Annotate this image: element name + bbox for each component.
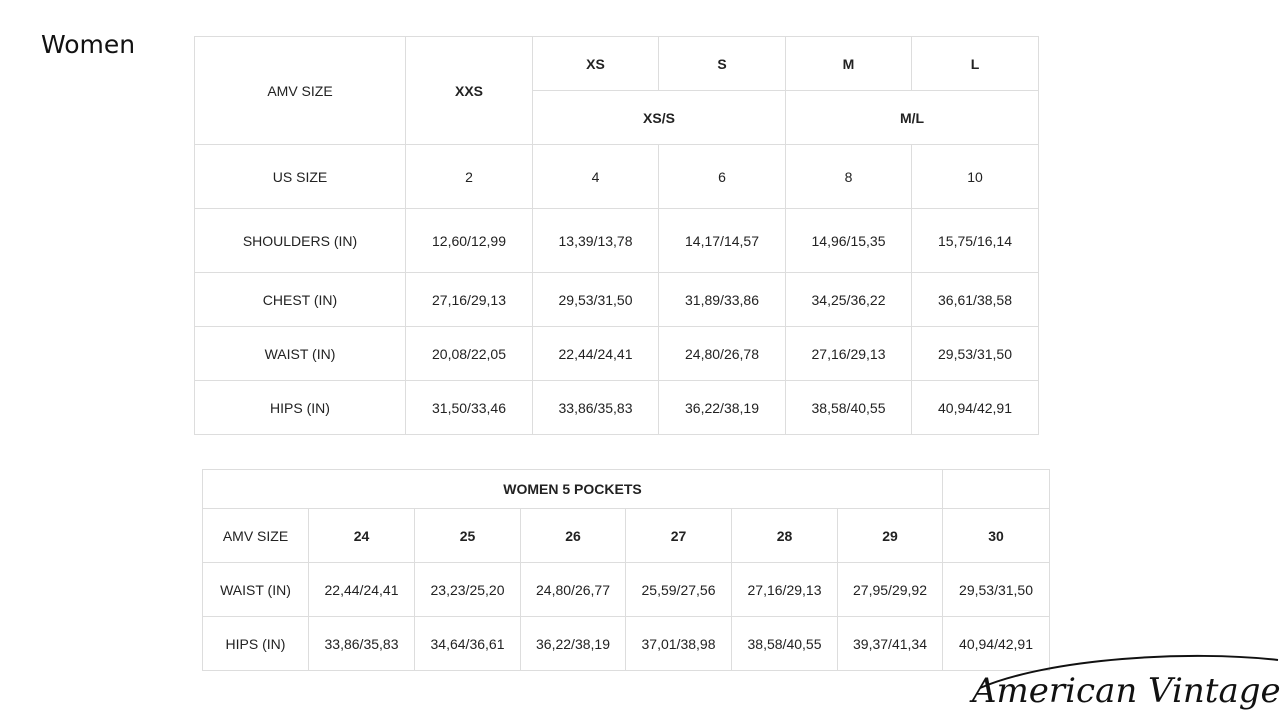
cell: 13,39/13,78: [532, 208, 659, 273]
cell: 23,23/25,20: [414, 562, 521, 617]
cell: 29,53/31,50: [532, 272, 659, 327]
amv-size-s: S: [658, 36, 786, 91]
cell: 12,60/12,99: [405, 208, 533, 273]
pockets-table-title: WOMEN 5 POCKETS: [201, 469, 944, 509]
logo-text: American Vintage: [969, 671, 1280, 711]
table-row: WAIST (IN) 20,08/22,05 22,44/24,41 24,80…: [194, 326, 1039, 381]
us-size: 10: [911, 144, 1039, 209]
cell: 24,80/26,78: [658, 326, 786, 381]
women-size-table: AMV SIZE XXS XS S M L XS/S M/L US SIZE 2…: [194, 36, 1039, 435]
cell: 31,89/33,86: [658, 272, 786, 327]
empty-cell: [942, 469, 1051, 509]
cell: 38,58/40,55: [731, 616, 838, 671]
amv-size-label: AMV SIZE: [194, 36, 406, 145]
size: 29: [836, 508, 944, 563]
cell: 34,25/36,22: [785, 272, 912, 327]
size: 26: [520, 508, 626, 563]
cell: 36,22/38,19: [658, 380, 786, 435]
cell: 25,59/27,56: [625, 562, 732, 617]
cell: 29,53/31,50: [942, 562, 1051, 617]
cell: 40,94/42,91: [942, 616, 1051, 671]
size: 27: [625, 508, 732, 563]
cell: 38,58/40,55: [785, 380, 912, 435]
women-5-pockets-table: WOMEN 5 POCKETS AMV SIZE 24 25 26 27 28 …: [201, 469, 1051, 671]
page-title: Women: [41, 30, 136, 59]
size: 24: [308, 508, 415, 563]
size: 30: [942, 508, 1051, 563]
us-size-label: US SIZE: [194, 144, 406, 209]
amv-size-m: M: [785, 36, 912, 91]
american-vintage-logo: American Vintage: [969, 654, 1280, 711]
us-size: 8: [785, 144, 912, 209]
us-size: 4: [532, 144, 659, 209]
row-label: HIPS (IN): [194, 380, 406, 435]
row-label: WAIST (IN): [202, 562, 309, 617]
us-size: 2: [405, 144, 533, 209]
amv-size-xxs: XXS: [405, 36, 533, 145]
cell: 27,16/29,13: [405, 272, 533, 327]
size: 28: [731, 508, 838, 563]
cell: 20,08/22,05: [405, 326, 533, 381]
cell: 27,16/29,13: [731, 562, 838, 617]
row-label: CHEST (IN): [194, 272, 406, 327]
row-label: SHOULDERS (IN): [194, 208, 406, 273]
cell: 34,64/36,61: [414, 616, 521, 671]
cell: 37,01/38,98: [625, 616, 732, 671]
grouped-size-xs-s: XS/S: [532, 90, 786, 145]
cell: 14,96/15,35: [785, 208, 912, 273]
table-row: SHOULDERS (IN) 12,60/12,99 13,39/13,78 1…: [194, 208, 1039, 273]
cell: 40,94/42,91: [911, 380, 1039, 435]
cell: 39,37/41,34: [836, 616, 944, 671]
table-row: CHEST (IN) 27,16/29,13 29,53/31,50 31,89…: [194, 272, 1039, 327]
cell: 36,22/38,19: [520, 616, 626, 671]
cell: 29,53/31,50: [911, 326, 1039, 381]
cell: 27,95/29,92: [836, 562, 944, 617]
us-size: 6: [658, 144, 786, 209]
amv-size-label: AMV SIZE: [202, 508, 309, 563]
cell: 22,44/24,41: [308, 562, 415, 617]
cell: 14,17/14,57: [658, 208, 786, 273]
grouped-size-m-l: M/L: [785, 90, 1039, 145]
cell: 15,75/16,14: [911, 208, 1039, 273]
row-label: WAIST (IN): [194, 326, 406, 381]
table-row: WAIST (IN) 22,44/24,41 23,23/25,20 24,80…: [202, 562, 1051, 617]
amv-size-l: L: [911, 36, 1039, 91]
cell: 24,80/26,77: [520, 562, 626, 617]
cell: 33,86/35,83: [308, 616, 415, 671]
cell: 31,50/33,46: [405, 380, 533, 435]
cell: 27,16/29,13: [785, 326, 912, 381]
row-label: HIPS (IN): [202, 616, 309, 671]
cell: 36,61/38,58: [911, 272, 1039, 327]
cell: 33,86/35,83: [532, 380, 659, 435]
table-row: AMV SIZE 24 25 26 27 28 29 30: [202, 508, 1051, 563]
table-row: HIPS (IN) 33,86/35,83 34,64/36,61 36,22/…: [202, 616, 1051, 671]
table-row: HIPS (IN) 31,50/33,46 33,86/35,83 36,22/…: [194, 380, 1039, 435]
amv-size-xs: XS: [532, 36, 659, 91]
size: 25: [414, 508, 521, 563]
table-row: US SIZE 2 4 6 8 10: [194, 144, 1039, 209]
cell: 22,44/24,41: [532, 326, 659, 381]
